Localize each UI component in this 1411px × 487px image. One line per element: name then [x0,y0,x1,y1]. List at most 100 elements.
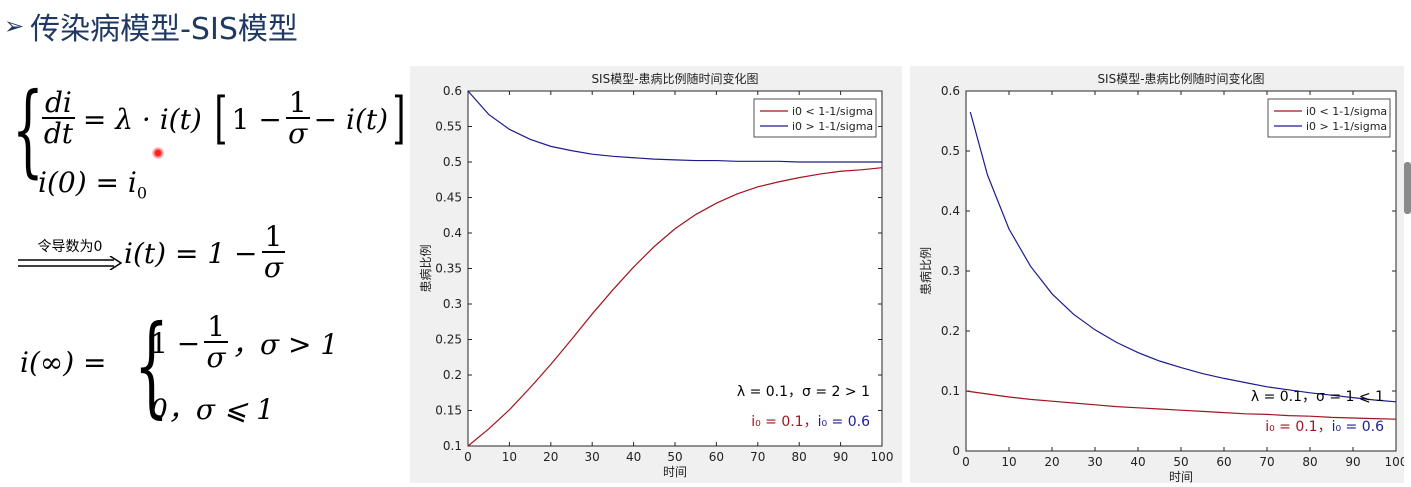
chart-2: SIS模型-患病比例随时间变化图 0 10 20 30 40 50 60 70 80 90 100 0 0… [918,71,1407,484]
system-brace: { [12,71,44,188]
x-tick-label: 40 [1130,455,1145,469]
equilibrium-numerator: 1 [261,222,286,254]
y-tick-label: 0.5 [443,155,462,169]
x-tick-label: 20 [543,450,558,464]
chart-title: SIS模型-患病比例随时间变化图 [591,71,758,86]
x-tick-label: 90 [833,450,848,464]
fraction-numerator: 1 [285,88,310,120]
legend-box [1267,98,1391,138]
case1-condition: ，σ > 1 [232,328,339,362]
x-tick-label: 50 [667,450,682,464]
y-tick-label: 0.4 [941,204,960,218]
left-bracket: [ [214,86,228,152]
slide-title-text: 传染病模型-SIS模型 [30,12,298,47]
derivative-fraction: di dt [42,88,75,150]
case1-prefix: 1 − [150,326,201,360]
y-tick-label: 0.6 [443,84,462,98]
limit-case-2: 0，σ ⩽ 1 [150,393,275,426]
x-tick-label: 50 [1173,455,1188,469]
chart-title: SIS模型-患病比例随时间变化图 [1097,71,1264,86]
derivative-numerator: di [42,88,75,120]
bracket-one: 1 − [231,102,282,136]
legend-label: i0 < 1-1/sigma [792,105,873,118]
case1-fraction: 1 σ [204,312,229,375]
x-tick-label: 60 [1216,455,1231,469]
scrollbar-thumb[interactable] [1404,162,1411,214]
y-tick-label: 0.2 [443,368,462,382]
x-tick-label: 10 [1001,455,1016,469]
series-line-2 [969,111,1397,403]
x-tick-label: 70 [750,450,765,464]
annotation-params: λ = 0.1，σ = 2 > 1 [737,384,870,400]
piecewise-brace: { [134,301,169,429]
x-axis-label: 时间 [1169,470,1193,483]
plot-area [965,90,1397,452]
equilibrium-equation: 令导数为0 i(t) = 1 − 1 σ [18,222,289,284]
x-tick-label: 100 [871,450,894,464]
y-tick-label: 0.6 [941,84,960,98]
annotation-i0-high: i₀ = 0.6 [1332,419,1384,435]
equilibrium-lhs: i(t) = 1 − [124,236,258,270]
x-tick-label: 30 [1087,455,1102,469]
case1-denominator: σ [206,341,226,375]
y-axis-label: 患病比例 [418,244,433,292]
y-tick-label: 0 [952,444,960,458]
y-tick-label: 0.2 [941,324,960,338]
x-tick-label: 90 [1345,455,1360,469]
x-tick-label: 60 [709,450,724,464]
double-arrow: 令导数为0 [18,236,122,271]
inverse-sigma-fraction: 1 σ [285,88,310,151]
x-tick-label: 80 [1302,455,1317,469]
x-tick-label: 10 [502,450,517,464]
fraction-denominator: σ [288,117,308,151]
initial-condition-text: i(0) = i [38,166,137,199]
legend-label: i0 > 1-1/sigma [792,120,873,133]
y-tick-label: 0.4 [443,226,462,240]
right-bracket: ] [392,86,406,152]
chart-panel-2: SIS模型-患病比例随时间变化图 0 10 20 30 40 50 60 70 80 90 100 0 0… [910,66,1407,484]
series-line-2 [467,90,882,163]
equilibrium-fraction: 1 σ [261,222,286,285]
double-arrow-icon [18,256,122,271]
bullet-arrow-icon: ➢ [4,12,25,40]
y-tick-label: 0.5 [941,144,960,158]
y-tick-label: 0.3 [941,264,960,278]
series-line-1 [467,167,883,447]
annotation-i0-high: i₀ = 0.6 [818,414,870,430]
legend-box [753,98,877,138]
bracket-tail: − i(t) [313,102,389,136]
y-tick-label: 0.15 [435,404,462,418]
y-tick-label: 0.55 [435,120,462,134]
x-tick-label: 0 [962,455,970,469]
x-tick-label: 100 [1385,455,1404,469]
y-tick-label: 0.45 [435,191,462,205]
annotation-initial: i₀ = 0.1，i₀ = 0.6 [751,414,870,430]
x-tick-label: 40 [626,450,641,464]
derivative-denominator: dt [43,117,74,151]
legend-label: i0 > 1-1/sigma [1306,120,1387,133]
initial-condition-sub: 0 [136,183,148,203]
slide-title: ➢ 传染病模型-SIS模型 [4,6,298,47]
annotation-i0-low: i₀ = 0.1， [1265,419,1331,435]
equilibrium-denominator: σ [263,251,283,285]
chart-1: SIS模型-患病比例随时间变化图 0 10 20 30 40 50 60 70 80 90 100 0.… [418,71,894,479]
series-line-1 [965,390,1397,420]
y-axis-label: 患病比例 [918,247,933,295]
x-tick-label: 20 [1044,455,1059,469]
annotation-i0-low: i₀ = 0.1， [751,414,817,430]
x-tick-label: 70 [1259,455,1274,469]
laser-pointer-dot [152,147,164,159]
limit-case-1: 1 − 1 σ ，σ > 1 [150,312,338,374]
chart-panel-1: SIS模型-患病比例随时间变化图 0 10 20 30 40 50 60 70 80 90 100 0.… [410,66,902,483]
x-tick-label: 30 [585,450,600,464]
annotation-initial: i₀ = 0.1，i₀ = 0.6 [1265,419,1384,435]
legend-label: i0 < 1-1/sigma [1306,105,1387,118]
y-tick-label: 0.1 [941,384,960,398]
limit-lhs: i(∞) = [20,346,107,379]
ode-equation: di dt = λ · i(t) [ 1 − 1 σ − i(t) ] [38,88,410,150]
x-axis-label: 时间 [663,465,687,479]
initial-condition: i(0) = i0 [38,166,147,203]
arrow-label: 令导数为0 [37,239,103,256]
case1-numerator: 1 [204,312,229,344]
y-tick-label: 0.1 [443,439,462,453]
